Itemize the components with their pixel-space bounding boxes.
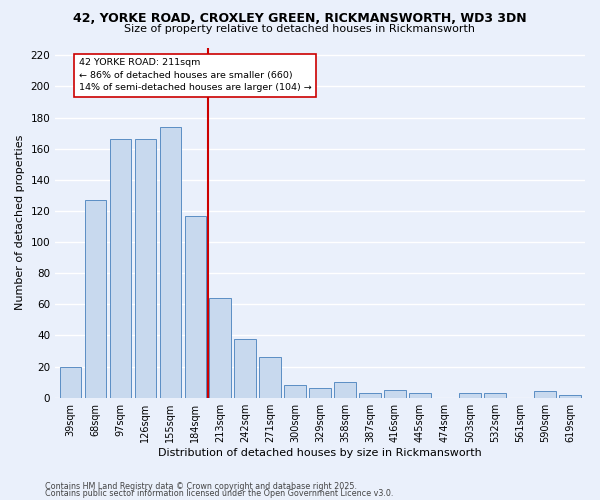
Bar	[235, 338, 256, 398]
Bar	[85, 200, 106, 398]
Y-axis label: Number of detached properties: Number of detached properties	[15, 135, 25, 310]
Bar	[110, 140, 131, 398]
Text: Size of property relative to detached houses in Rickmansworth: Size of property relative to detached ho…	[125, 24, 476, 34]
Bar	[559, 394, 581, 398]
Bar	[259, 357, 281, 398]
Text: Contains HM Land Registry data © Crown copyright and database right 2025.: Contains HM Land Registry data © Crown c…	[45, 482, 357, 491]
Text: 42 YORKE ROAD: 211sqm
← 86% of detached houses are smaller (660)
14% of semi-det: 42 YORKE ROAD: 211sqm ← 86% of detached …	[79, 58, 311, 92]
Text: Contains public sector information licensed under the Open Government Licence v3: Contains public sector information licen…	[45, 489, 394, 498]
Bar	[460, 393, 481, 398]
Bar	[334, 382, 356, 398]
Bar	[409, 393, 431, 398]
Bar	[59, 366, 81, 398]
Bar	[385, 390, 406, 398]
Bar	[359, 393, 380, 398]
Bar	[284, 386, 306, 398]
Bar	[535, 392, 556, 398]
Bar	[160, 127, 181, 398]
Bar	[310, 388, 331, 398]
Bar	[484, 393, 506, 398]
Bar	[134, 140, 156, 398]
Bar	[185, 216, 206, 398]
X-axis label: Distribution of detached houses by size in Rickmansworth: Distribution of detached houses by size …	[158, 448, 482, 458]
Text: 42, YORKE ROAD, CROXLEY GREEN, RICKMANSWORTH, WD3 3DN: 42, YORKE ROAD, CROXLEY GREEN, RICKMANSW…	[73, 12, 527, 26]
Bar	[209, 298, 231, 398]
